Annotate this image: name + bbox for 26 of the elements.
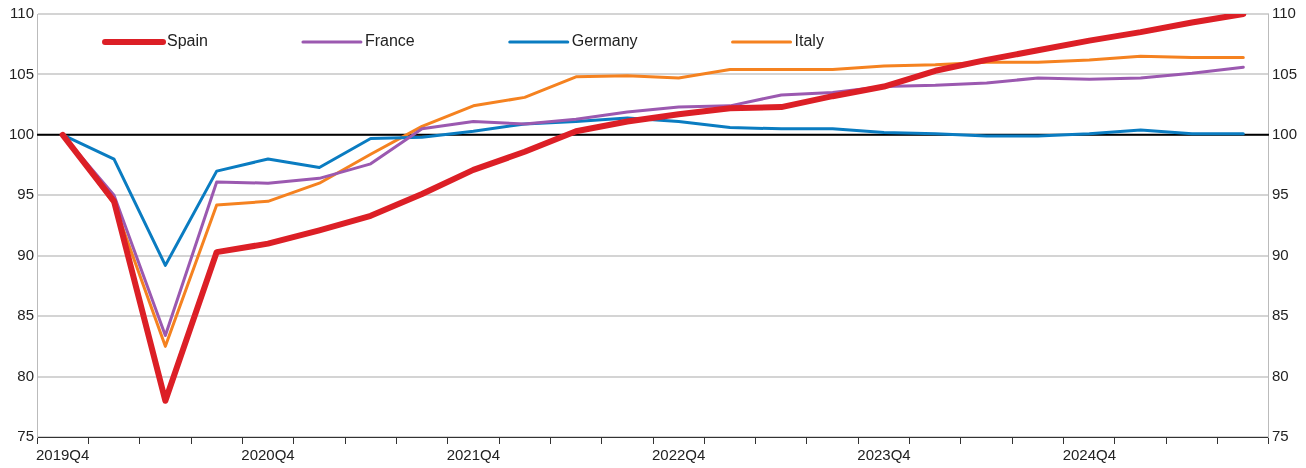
legend-label: Italy xyxy=(794,32,824,50)
y-tick-label: 100 xyxy=(9,125,35,142)
y-tick-label: 85 xyxy=(17,306,35,324)
legend-label: France xyxy=(364,32,415,50)
y2-tick-label: 100 xyxy=(1271,125,1297,142)
y2-tick-label: 110 xyxy=(1271,4,1296,22)
legend-label: Germany xyxy=(571,32,638,50)
y2-tick-label: 80 xyxy=(1271,366,1289,384)
x-tick-label: 2020Q4 xyxy=(241,446,295,464)
legend-label: Spain xyxy=(167,32,208,50)
x-tick-label: 2022Q4 xyxy=(651,446,706,464)
y-tick-label: 105 xyxy=(9,64,35,82)
y-tick-label: 80 xyxy=(17,366,35,384)
y-tick-label: 90 xyxy=(17,245,35,263)
y-tick-label: 95 xyxy=(17,185,35,203)
y2-tick-label: 75 xyxy=(1271,427,1289,445)
y2-tick-label: 105 xyxy=(1271,64,1297,82)
y-tick-label: 75 xyxy=(17,427,35,445)
x-tick-label: 2024Q4 xyxy=(1062,446,1117,464)
y2-tick-label: 85 xyxy=(1271,306,1289,324)
y-tick-label: 110 xyxy=(10,4,35,22)
y2-tick-label: 90 xyxy=(1271,245,1289,263)
y2-tick-label: 95 xyxy=(1271,185,1289,203)
x-tick-label: 2019Q4 xyxy=(36,446,90,464)
x-tick-label: 2021Q4 xyxy=(446,446,501,464)
x-tick-label: 2023Q4 xyxy=(857,446,911,464)
